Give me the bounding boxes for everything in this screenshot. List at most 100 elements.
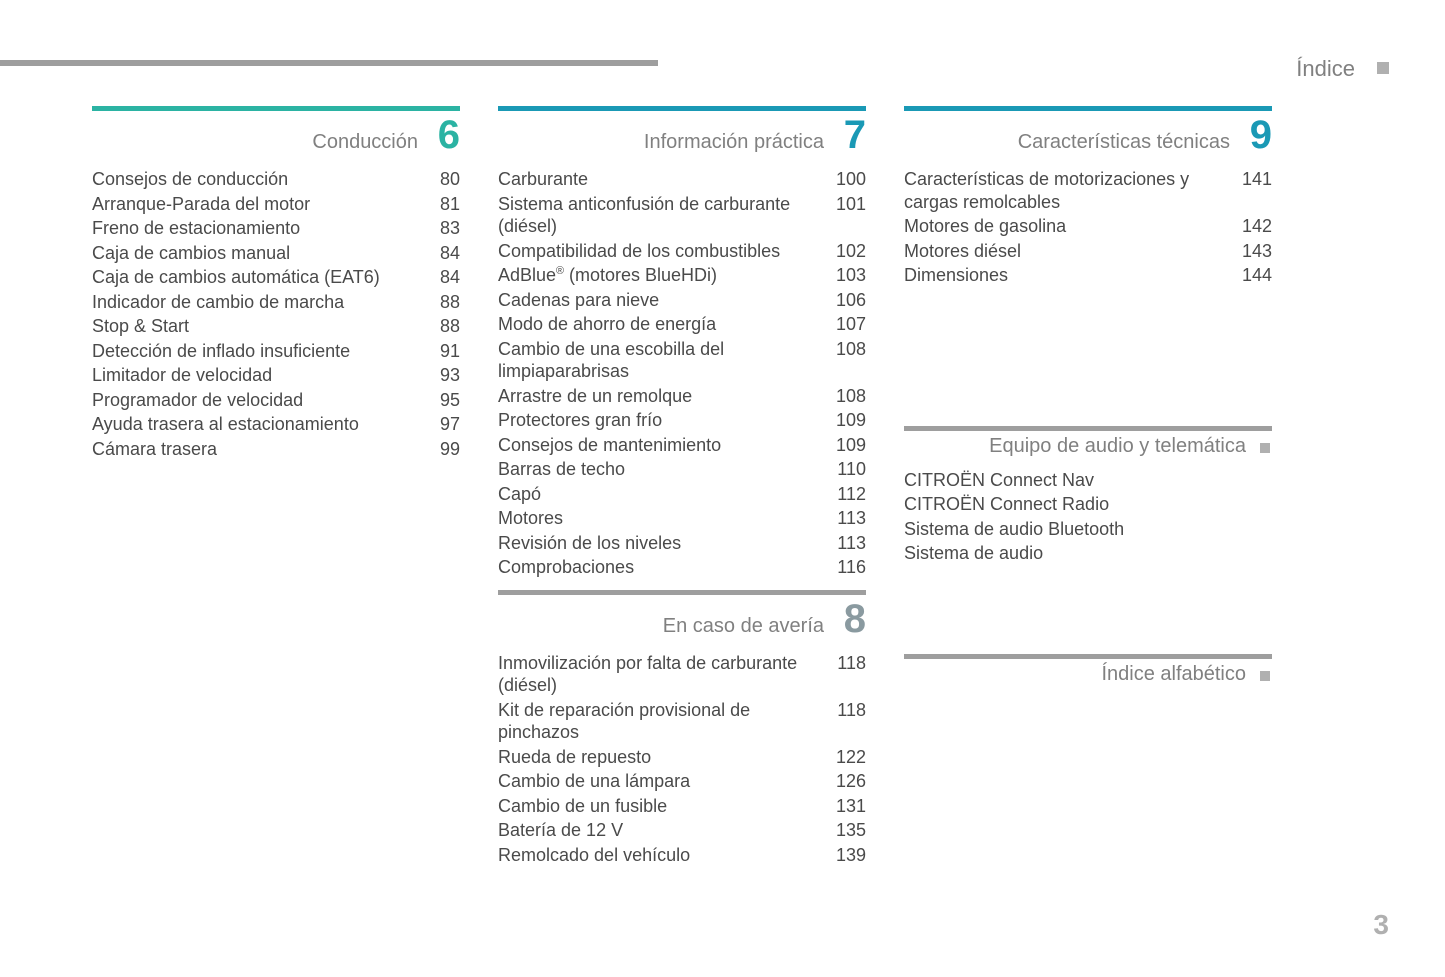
toc-entry-page: 108	[824, 385, 866, 408]
toc-entry: Motores de gasolina142	[904, 214, 1272, 239]
toc-entry-page: 83	[418, 217, 460, 240]
toc-entry-page: 95	[418, 389, 460, 412]
toc-entry-label: Carburante	[498, 168, 824, 191]
toc-entry: Modo de ahorro de energía107	[498, 312, 866, 337]
toc-entry-label: Rueda de repuesto	[498, 746, 824, 769]
toc-entry-label: Cambio de una lámpara	[498, 770, 824, 793]
toc-entry-label: Limitador de velocidad	[92, 364, 418, 387]
toc-entry: Protectores gran frío109	[498, 408, 866, 433]
toc-entry-label: Comprobaciones	[498, 556, 824, 579]
toc-entry-page: 139	[824, 844, 866, 867]
toc-entry: Caja de cambios manual84	[92, 241, 460, 266]
toc-entry: CITROËN Connect Radio	[904, 492, 1272, 517]
toc-entry-page: 141	[1230, 168, 1272, 191]
toc-entry-page: 143	[1230, 240, 1272, 263]
toc-entry: Cambio de una lámpara126	[498, 769, 866, 794]
toc-entry-label: Inmovilización por falta de carburante (…	[498, 652, 824, 697]
toc-entry-page: 118	[824, 652, 866, 675]
toc-entry-page: 106	[824, 289, 866, 312]
section-number: 9	[1244, 115, 1272, 155]
toc-entry: Cambio de un fusible131	[498, 794, 866, 819]
toc-entry-label: Capó	[498, 483, 824, 506]
toc-entry-label: Motores de gasolina	[904, 215, 1230, 238]
section-header: En caso de avería8	[498, 599, 866, 639]
sub-section-title: Índice alfabético	[904, 663, 1260, 686]
column-1: Conducción6 Consejos de conducción80Arran…	[92, 106, 460, 867]
toc-entry-label: Motores diésel	[904, 240, 1230, 263]
toc-entry-label: Ayuda trasera al estacionamiento	[92, 413, 418, 436]
toc-entry-label: Sistema anticonfusión de carburante (dié…	[498, 193, 824, 238]
section-rule	[92, 106, 460, 111]
toc-entry: Programador de velocidad95	[92, 388, 460, 413]
toc-entry-page: 110	[824, 458, 866, 481]
toc-entry-page: 81	[418, 193, 460, 216]
toc-entry-label: Cámara trasera	[92, 438, 418, 461]
toc-entry: Barras de techo110	[498, 457, 866, 482]
toc-entry-label: Batería de 12 V	[498, 819, 824, 842]
section-number: 6	[432, 115, 460, 155]
toc-entry-label: Programador de velocidad	[92, 389, 418, 412]
toc-entry: Arranque-Parada del motor81	[92, 192, 460, 217]
toc-entry-page: 88	[418, 291, 460, 314]
toc-entry-label: Remolcado del vehículo	[498, 844, 824, 867]
toc-entry: Ayuda trasera al estacionamiento97	[92, 412, 460, 437]
toc-entry-page: 100	[824, 168, 866, 191]
toc-entry-page: 112	[824, 483, 866, 506]
toc-entry-label: Cadenas para nieve	[498, 289, 824, 312]
toc-entry: Motores113	[498, 506, 866, 531]
sub-section-rule	[904, 426, 1272, 431]
toc-entry: Compatibilidad de los combustibles102	[498, 239, 866, 264]
toc-entry-label: Características de motorizaciones y carg…	[904, 168, 1230, 213]
toc-entry: Indicador de cambio de marcha88	[92, 290, 460, 315]
toc-entry-label: Indicador de cambio de marcha	[92, 291, 418, 314]
bullet-square-icon	[1260, 443, 1270, 453]
section-rule	[498, 590, 866, 595]
toc-entry-page: 101	[824, 193, 866, 216]
toc-entry: Kit de reparación provisional de pinchaz…	[498, 698, 866, 745]
toc-entry-page: 84	[418, 242, 460, 265]
toc-entry: Rueda de repuesto122	[498, 745, 866, 770]
toc-entry-page: 99	[418, 438, 460, 461]
toc-entry-page: 142	[1230, 215, 1272, 238]
toc-entry-page: 84	[418, 266, 460, 289]
content-columns: Conducción6 Consejos de conducción80Arran…	[92, 106, 1272, 867]
toc-entry-page: 109	[824, 434, 866, 457]
toc-entry: Freno de estacionamiento83	[92, 216, 460, 241]
toc-entry-label: Caja de cambios manual	[92, 242, 418, 265]
toc-entry-page: 80	[418, 168, 460, 191]
toc-entry: Comprobaciones116	[498, 555, 866, 580]
toc-entry-page: 102	[824, 240, 866, 263]
section-number: 8	[838, 599, 866, 639]
toc-entry-label: Caja de cambios automática (EAT6)	[92, 266, 418, 289]
toc-entry-label: Dimensiones	[904, 264, 1230, 287]
toc-entry-label: Consejos de conducción	[92, 168, 418, 191]
toc-entry-label: AdBlue® (motores BlueHDi)	[498, 264, 824, 287]
toc-entry-page: 103	[824, 264, 866, 287]
toc-entry-label: Cambio de una escobilla del limpiaparabr…	[498, 338, 824, 383]
toc-entry-label: Consejos de mantenimiento	[498, 434, 824, 457]
toc-entry-label: Freno de estacionamiento	[92, 217, 418, 240]
toc-entry-page: 109	[824, 409, 866, 432]
toc-entry-page: 118	[824, 699, 866, 722]
sub-section-header: Equipo de audio y telemática	[904, 435, 1272, 458]
toc-entry: Sistema anticonfusión de carburante (dié…	[498, 192, 866, 239]
page-number: 3	[1373, 909, 1389, 941]
toc-entry: Dimensiones144	[904, 263, 1272, 288]
bullet-square-icon	[1260, 671, 1270, 681]
toc-entry: Batería de 12 V135	[498, 818, 866, 843]
toc-entry: Revisión de los niveles113	[498, 531, 866, 556]
toc-entry: Remolcado del vehículo139	[498, 843, 866, 868]
toc-entry-label: Compatibilidad de los combustibles	[498, 240, 824, 263]
toc-entry: Sistema de audio Bluetooth	[904, 517, 1272, 542]
section-number: 7	[838, 115, 866, 155]
toc-entry: Stop & Start88	[92, 314, 460, 339]
section-title: Conducción	[92, 131, 432, 154]
column-2: Información práctica7Carburante100Sistem…	[498, 106, 866, 867]
toc-entry: Características de motorizaciones y carg…	[904, 167, 1272, 214]
toc-entry-page: 107	[824, 313, 866, 336]
toc-entry: Cadenas para nieve106	[498, 288, 866, 313]
sub-section-rule	[904, 654, 1272, 659]
toc-entry: Detección de inflado insuficiente91	[92, 339, 460, 364]
toc-entry-label: Barras de techo	[498, 458, 824, 481]
section-header: Características técnicas9	[904, 115, 1272, 155]
